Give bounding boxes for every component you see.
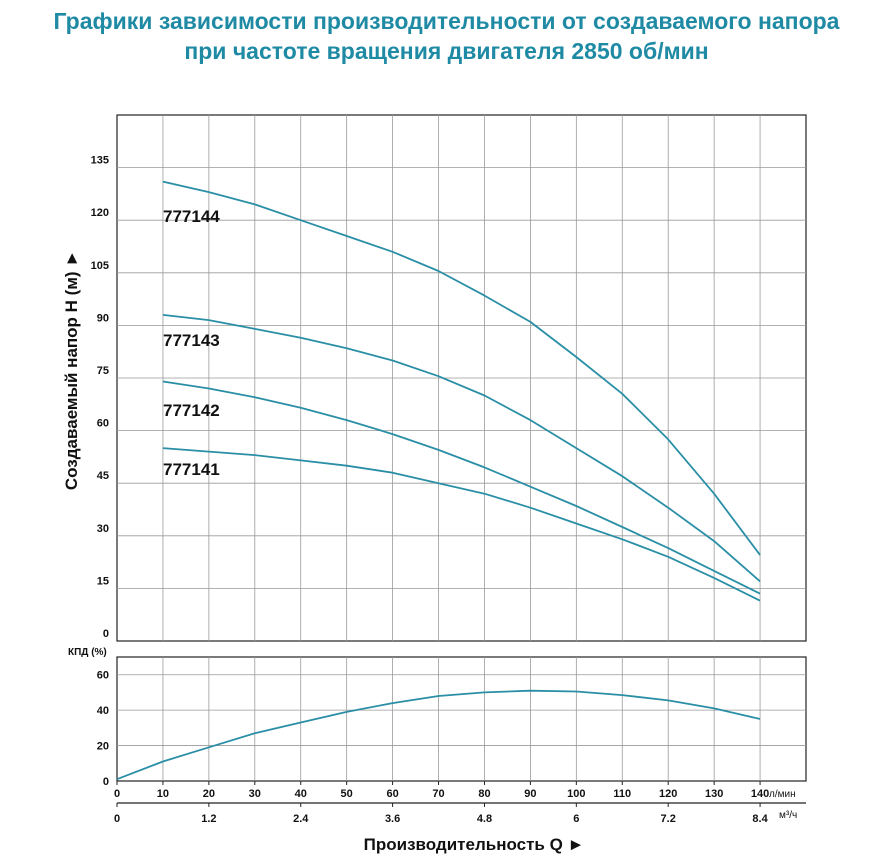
head-y-tick-label: 60 [97, 418, 109, 430]
x-lmin-tick-label: 30 [249, 788, 261, 800]
head-y-tick-label: 105 [91, 260, 109, 272]
series-label-777141: 777141 [163, 460, 220, 479]
x-lmin-tick-label: 100 [567, 788, 585, 800]
head-curve-777141 [162, 447, 761, 602]
x-lmin-tick-label: 40 [295, 788, 307, 800]
efficiency-y-tick-label: 60 [97, 670, 109, 682]
x-lmin-tick-label: 20 [203, 788, 215, 800]
x-lmin-tick-label: 120 [659, 788, 677, 800]
x-m3h-tick-label: 0 [114, 813, 120, 825]
head-curve-777142 [162, 380, 761, 595]
x-lmin-tick-label: 110 [613, 788, 631, 800]
x-m3h-tick-label: 2.4 [293, 813, 309, 825]
efficiency-curve [116, 689, 761, 781]
series-label-777143: 777143 [163, 331, 220, 350]
x-lmin-tick-label: 90 [524, 788, 536, 800]
x-axis-label: Производительность Q ► [364, 835, 585, 854]
series-label-777142: 777142 [163, 401, 220, 420]
efficiency-y-tick-label: 0 [103, 776, 109, 788]
head-y-axis-label: Создаваемый напор H (м) ► [62, 250, 81, 490]
x-lmin-tick-label: 130 [705, 788, 723, 800]
x-lmin-tick-label: 80 [478, 788, 490, 800]
x-lmin-tick-label: 60 [386, 788, 398, 800]
head-y-tick-label: 90 [97, 312, 109, 324]
series-label-777144: 777144 [163, 207, 220, 226]
head-y-tick-label: 75 [97, 365, 109, 377]
head-y-tick-label: 30 [97, 523, 109, 535]
head-y-tick-label: 120 [91, 207, 109, 219]
x-lmin-tick-label: 70 [432, 788, 444, 800]
x-lmin-tick-label: 50 [341, 788, 353, 800]
head-y-tick-label: 15 [97, 575, 109, 587]
x-m3h-tick-label: 8.4 [752, 813, 768, 825]
efficiency-y-axis-label: КПД (%) [68, 647, 107, 658]
chart-title-line-2: при частоте вращения двигателя 2850 об/м… [184, 38, 709, 64]
x-lmin-tick-label: 10 [157, 788, 169, 800]
x-m3h-tick-label: 1.2 [201, 813, 216, 825]
chart-title-line-1: Графики зависимости производительности о… [53, 8, 840, 34]
head-curve-777143 [162, 314, 761, 583]
efficiency-y-tick-label: 20 [97, 741, 109, 753]
x-lmin-unit: л/мин [769, 789, 796, 800]
head-y-tick-label: 135 [91, 155, 109, 167]
head-y-tick-label: 0 [103, 628, 109, 640]
x-m3h-tick-label: 6 [573, 813, 579, 825]
head-y-tick-label: 45 [97, 470, 109, 482]
efficiency-y-tick-label: 40 [97, 705, 109, 717]
x-m3h-tick-label: 4.8 [477, 813, 492, 825]
x-m3h-tick-label: 7.2 [661, 813, 676, 825]
head-curve-777144 [162, 180, 761, 556]
x-m3h-unit: м³/ч [779, 810, 797, 821]
x-lmin-tick-label: 140 [751, 788, 769, 800]
x-m3h-tick-label: 3.6 [385, 813, 400, 825]
x-lmin-tick-label: 0 [114, 788, 120, 800]
efficiency-plot-frame [116, 656, 807, 782]
